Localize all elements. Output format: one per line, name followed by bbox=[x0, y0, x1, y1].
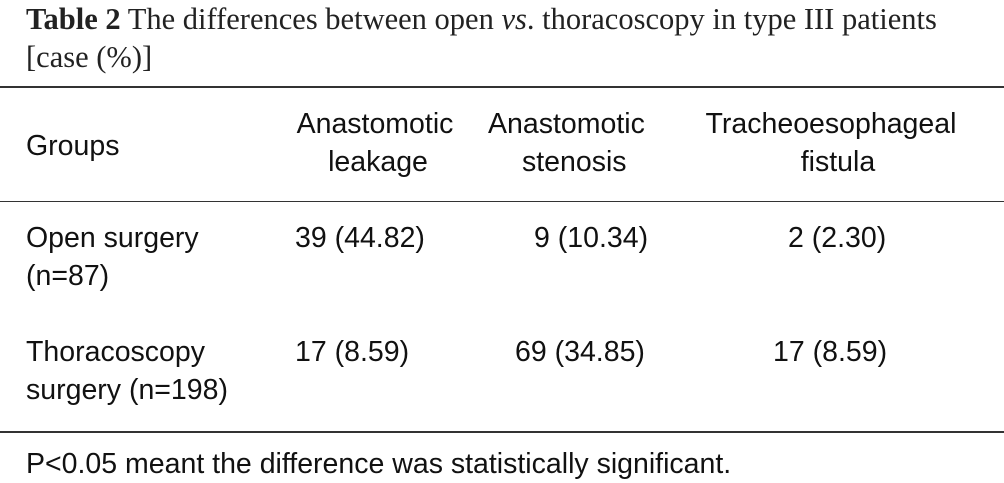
header-stenosis-line2: stenosis bbox=[522, 146, 627, 178]
row-thoracoscopy-stenosis: 69 (34.85) bbox=[515, 336, 645, 368]
header-fistula-line2: fistula bbox=[800, 146, 876, 178]
table-label: Table 2 bbox=[26, 2, 121, 36]
caption-text-start: The differences between open bbox=[120, 2, 502, 36]
header-leakage: Anastomotic leakage bbox=[272, 105, 478, 181]
header-groups: Groups bbox=[26, 130, 120, 162]
header-fistula: Tracheoesophageal fistula bbox=[686, 105, 976, 181]
header-rule bbox=[0, 201, 1004, 202]
table-top-rule bbox=[0, 86, 1004, 88]
row-thoracoscopy-group-line1: Thoracoscopy bbox=[26, 336, 206, 368]
table-caption: Table 2 The differences between open vs.… bbox=[26, 0, 1001, 76]
header-fistula-line1: Tracheoesophageal bbox=[705, 108, 957, 140]
table-row-thoracoscopy-group: Thoracoscopy surgery (n=198) bbox=[26, 333, 228, 409]
header-stenosis: Anastomotic stenosis bbox=[488, 105, 645, 181]
row-thoracoscopy-fistula: 17 (8.59) bbox=[773, 336, 888, 368]
caption-vs: vs bbox=[501, 2, 527, 36]
row-thoracoscopy-group-line2: surgery (n=198) bbox=[26, 374, 228, 406]
caption-text-end: . thoracoscopy in type III patients [cas… bbox=[26, 2, 937, 74]
table-bottom-rule bbox=[0, 431, 1004, 433]
row-open-group-line1: Open surgery bbox=[26, 222, 199, 254]
header-stenosis-line1: Anastomotic bbox=[488, 108, 645, 140]
row-thoracoscopy-leakage: 17 (8.59) bbox=[295, 336, 410, 368]
row-open-stenosis: 9 (10.34) bbox=[534, 222, 649, 254]
row-open-fistula: 2 (2.30) bbox=[788, 222, 887, 254]
table-footnote: P<0.05 meant the difference was statisti… bbox=[26, 448, 732, 480]
row-open-leakage: 39 (44.82) bbox=[295, 222, 425, 254]
header-leakage-line2: leakage bbox=[328, 146, 428, 178]
row-open-group-line2: (n=87) bbox=[26, 260, 110, 292]
table-row-open-group: Open surgery (n=87) bbox=[26, 219, 199, 295]
header-leakage-line1: Anastomotic bbox=[296, 108, 454, 140]
